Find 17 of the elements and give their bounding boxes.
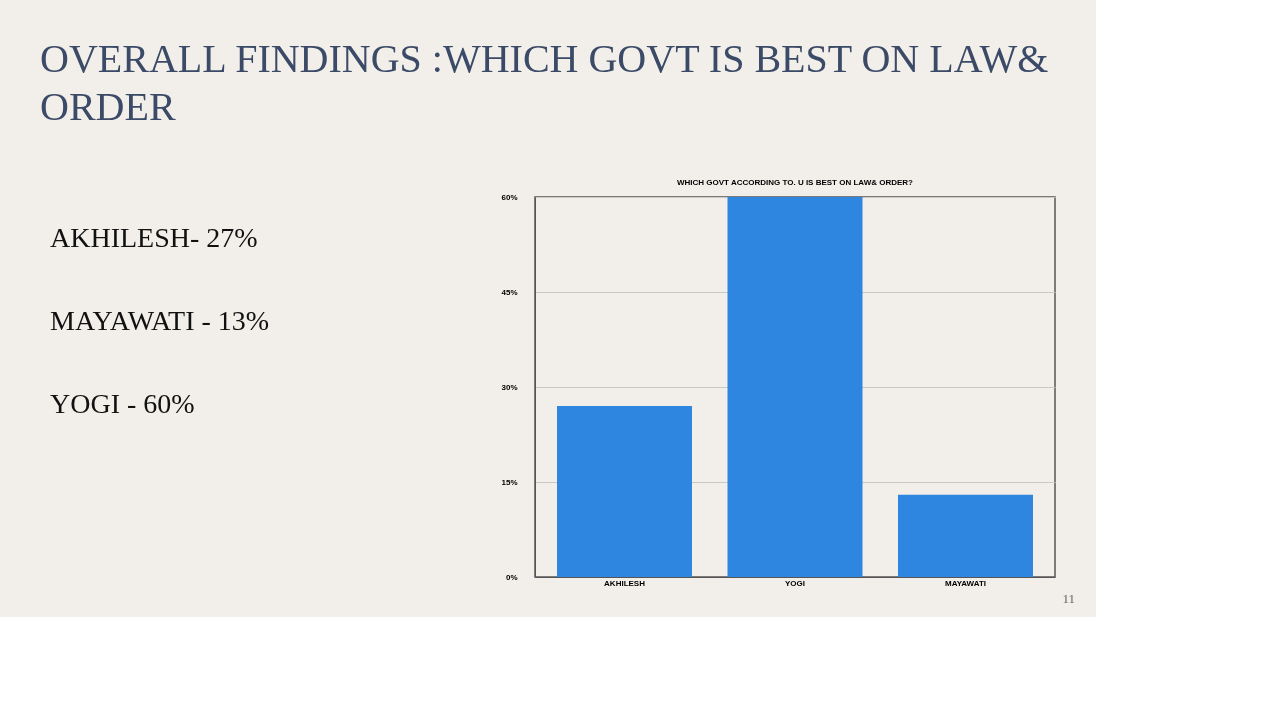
text: 11	[1062, 591, 1075, 606]
x-tick-label: AKHILESH	[604, 578, 646, 588]
y-tick-label: 15%	[501, 477, 518, 487]
y-tick-label: 45%	[501, 287, 518, 297]
x-tick-label: MAYAWATI	[944, 578, 987, 588]
bar	[897, 494, 1033, 577]
text: MAYAWATI - 13%	[50, 305, 270, 336]
chart-subtitle: WHICH GOVT ACCORDING TO. U IS BEST ON LAW& ORDER?	[677, 178, 914, 187]
y-tick-label: 30%	[501, 382, 518, 392]
text: AKHILESH- 27%	[50, 221, 258, 253]
text: YOGI - 60%	[50, 388, 195, 420]
bar	[727, 197, 863, 577]
y-tick-label: 60%	[501, 192, 518, 202]
chart-title: OVERALL FINDINGS :WHICH GOVT IS BEST ON LAW& ORDER	[40, 36, 1049, 130]
bar	[557, 406, 693, 577]
y-tick-label: 0%	[505, 572, 518, 582]
x-tick-label: YOGI	[784, 578, 806, 588]
